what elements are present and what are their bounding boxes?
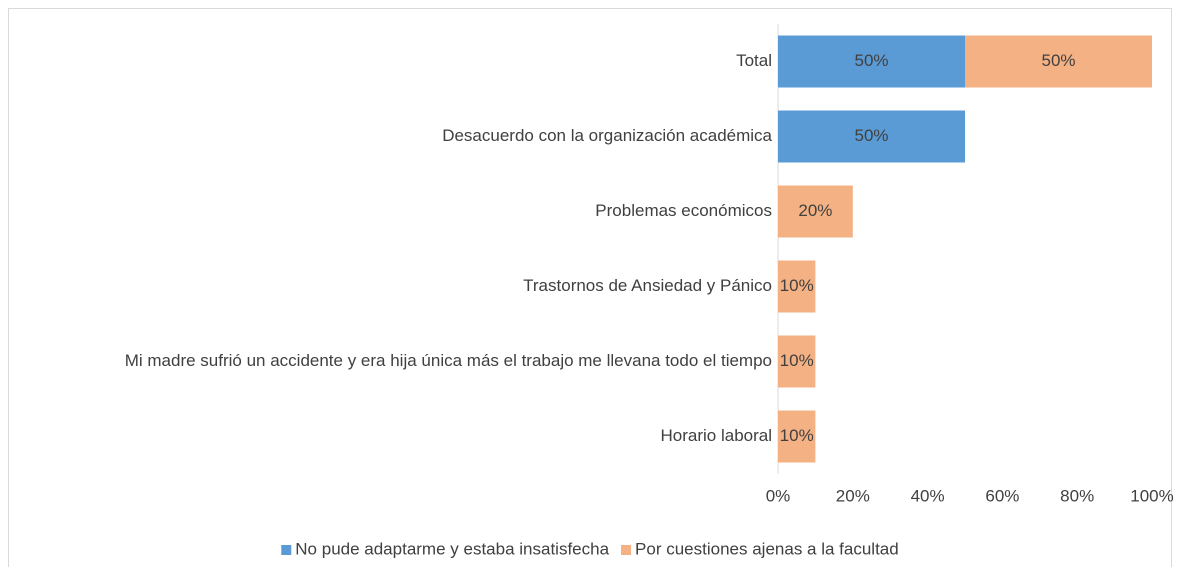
bar-segment [778,410,816,463]
y-tick-label: Horario laboral [661,426,773,445]
x-tick-label: 100% [1130,486,1173,505]
y-tick-label: Trastornos de Ansiedad y Pánico [523,276,772,295]
x-tick-label: 40% [911,486,945,505]
legend-label: No pude adaptarme y estaba insatisfecha [295,539,609,558]
bar-segment [778,110,965,163]
bar-segment [778,335,816,388]
y-tick-label: Mi madre sufrió un accidente y era hija … [125,351,772,370]
y-tick-label: Desacuerdo con la organización académica [442,126,772,145]
data-label: 50% [854,126,888,145]
x-tick-label: 0% [766,486,791,505]
data-label: 20% [798,201,832,220]
legend-label: Por cuestiones ajenas a la facultad [635,539,899,558]
bar-segment [778,185,853,238]
x-tick-label: 60% [985,486,1019,505]
bar-segment [965,35,1152,88]
data-label: 10% [780,426,814,445]
data-label: 50% [1041,51,1075,70]
legend-swatch [281,545,292,555]
y-tick-label: Total [736,51,772,70]
y-tick-label: Problemas económicos [595,201,772,220]
bar-segment [778,260,816,313]
data-label: 10% [780,276,814,295]
x-tick-label: 80% [1060,486,1094,505]
chart-frame [8,8,1172,567]
bar-segment [778,35,965,88]
data-label: 50% [854,51,888,70]
legend-swatch [621,545,632,555]
data-label: 10% [780,351,814,370]
x-tick-label: 20% [836,486,870,505]
